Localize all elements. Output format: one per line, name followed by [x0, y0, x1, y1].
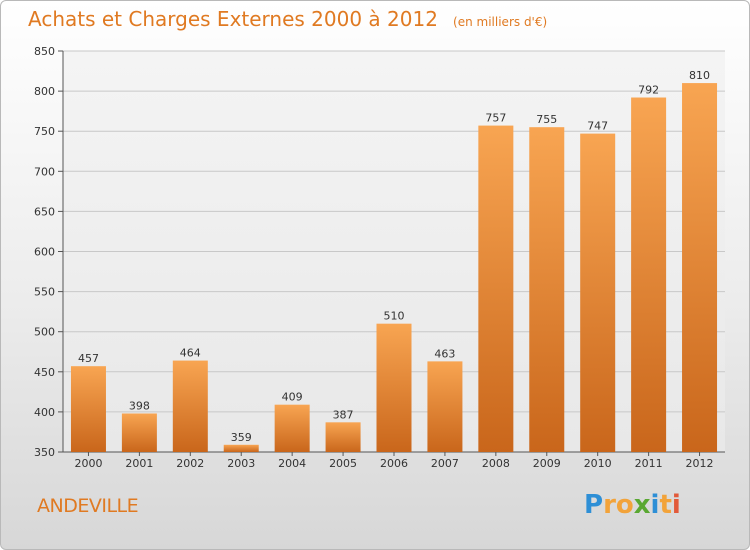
y-tick-label: 800 [34, 85, 55, 98]
commune-name: ANDEVILLE [37, 495, 139, 517]
bar [172, 360, 208, 452]
bar [427, 361, 463, 452]
x-tick-label: 2012 [686, 457, 714, 470]
bar-value-label: 510 [384, 310, 405, 323]
logo-letter: P [584, 490, 604, 520]
bar-value-label: 464 [180, 347, 201, 360]
x-tick-label: 2002 [176, 457, 204, 470]
bar-value-label: 398 [129, 400, 150, 413]
y-tick-label: 600 [34, 246, 55, 259]
bar-value-label: 792 [638, 84, 659, 97]
x-tick-label: 2003 [227, 457, 255, 470]
x-tick-label: 2007 [431, 457, 459, 470]
bar-value-label: 747 [587, 120, 608, 133]
y-tick-label: 400 [34, 406, 55, 419]
chart-unit: (en milliers d'€) [453, 15, 548, 29]
x-tick-label: 2005 [329, 457, 357, 470]
y-tick-label: 350 [34, 446, 55, 459]
bar [478, 125, 514, 452]
x-tick-label: 2008 [482, 457, 510, 470]
x-tick-label: 2006 [380, 457, 408, 470]
bar [580, 133, 616, 452]
y-tick-label: 450 [34, 366, 55, 379]
bar-value-label: 359 [231, 431, 252, 444]
bar [631, 97, 667, 453]
proxiti-logo: Proxiti [584, 490, 681, 520]
y-tick-label: 850 [34, 45, 55, 58]
y-tick-label: 550 [34, 286, 55, 299]
x-tick-label: 2011 [635, 457, 663, 470]
x-tick-label: 2001 [125, 457, 153, 470]
bar [376, 323, 412, 452]
logo-letter: x [633, 490, 651, 520]
bar-value-label: 409 [282, 391, 303, 404]
bar [121, 413, 157, 452]
bars [70, 83, 718, 453]
bar [70, 366, 106, 452]
logo-letter: r [603, 490, 616, 520]
y-tick-label: 750 [34, 125, 55, 138]
bar [325, 422, 361, 452]
y-tick-label: 650 [34, 205, 55, 218]
bar [529, 127, 565, 452]
bar-value-label: 457 [78, 352, 99, 365]
bar-value-label: 810 [689, 69, 710, 82]
chart-title-area: Achats et Charges Externes 2000 à 2012 (… [28, 7, 547, 31]
y-tick-label: 700 [34, 165, 55, 178]
bar-value-label: 755 [536, 113, 557, 126]
x-tick-label: 2010 [584, 457, 612, 470]
bar [682, 83, 718, 452]
x-tick-label: 2004 [278, 457, 306, 470]
x-tick-label: 2000 [74, 457, 102, 470]
bar [274, 404, 310, 452]
labels: 350 400 450 500 550 600 650 700 750 800 850 457 2000… [34, 45, 714, 470]
logo-letter: i [650, 490, 660, 520]
logo-letter: t [659, 490, 672, 520]
logo-letter: o [615, 490, 634, 520]
bar-value-label: 387 [333, 408, 354, 421]
bar-value-label: 463 [434, 347, 455, 360]
x-tick-label: 2009 [533, 457, 561, 470]
y-tick-label: 500 [34, 326, 55, 339]
chart-title: Achats et Charges Externes 2000 à 2012 [28, 7, 438, 31]
logo-letter: i [671, 490, 681, 520]
bar [223, 444, 259, 452]
bar-value-label: 757 [485, 112, 506, 125]
